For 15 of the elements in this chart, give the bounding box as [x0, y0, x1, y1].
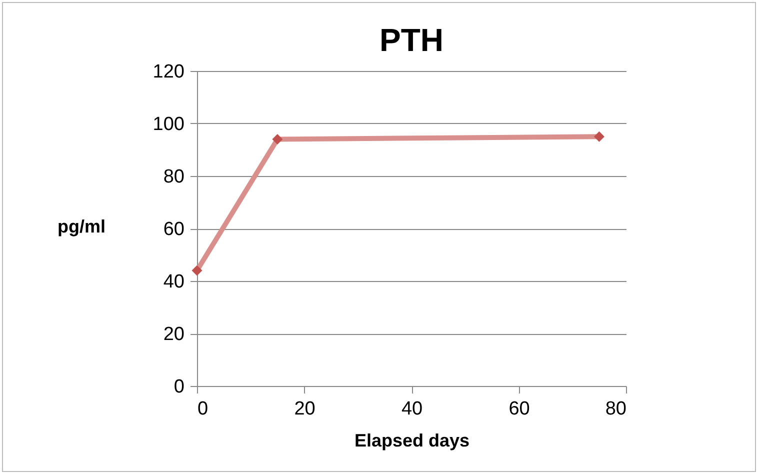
y-tick-label: 0 — [174, 376, 184, 398]
chart-title: PTH — [380, 22, 444, 58]
x-tick-label: 60 — [508, 398, 530, 420]
y-tick-label: 100 — [152, 114, 184, 135]
x-tick-label: 20 — [294, 398, 316, 420]
y-tick-label: 120 — [152, 62, 184, 82]
y-tick-label: 40 — [163, 272, 184, 292]
y-tick-label: 20 — [163, 324, 184, 345]
x-tick-label: 0 — [198, 398, 208, 420]
y-tick-label: 60 — [163, 219, 184, 240]
x-tick-label: 80 — [605, 398, 626, 420]
y-axis-title: pg/ml — [58, 216, 106, 236]
y-tick-label: 80 — [163, 166, 184, 188]
x-tick-label: 40 — [401, 398, 423, 420]
x-axis-title: Elapsed days — [354, 430, 470, 450]
